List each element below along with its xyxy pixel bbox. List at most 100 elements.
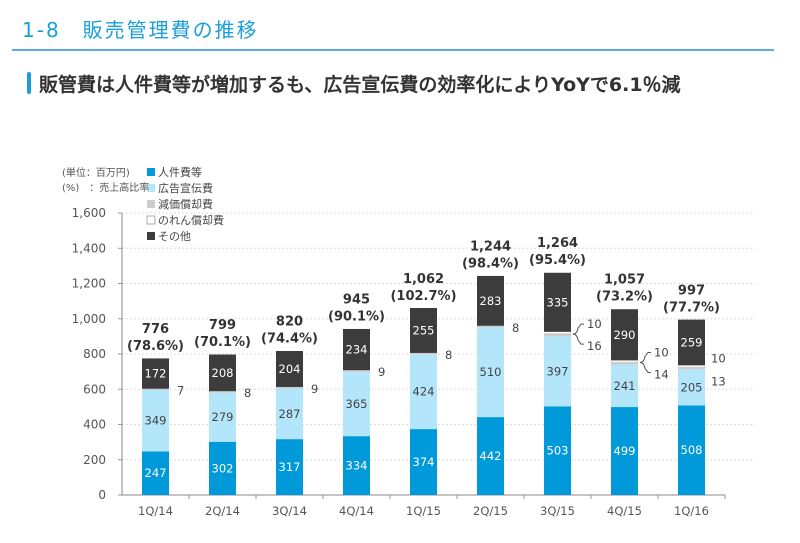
bar-segment [209,391,236,393]
total-label: 799 [209,318,236,333]
sales-ratio-label: (73.2%) [596,290,653,305]
depreciation-label: 13 [711,374,726,388]
depreciation-label: 14 [654,367,669,381]
y-tick-label: 800 [83,347,106,361]
bar-segment [477,325,504,328]
depreciation-label: 9 [311,382,318,396]
segment-label: 287 [279,407,301,421]
bar-segment [477,327,504,418]
bar-segment [343,371,370,437]
segment-label: 334 [346,459,368,473]
segment-label: 255 [413,323,435,337]
bar-segment [343,436,370,495]
bar-segment [611,362,638,365]
legend-swatch [147,200,155,208]
bars [142,272,706,495]
total-label: 820 [276,314,303,329]
bar-segment [276,351,303,387]
unit-note: (単位：百万円) [62,166,130,179]
bar-segment [611,364,638,408]
depreciation-label: 8 [244,386,251,400]
bar-segment [209,392,236,442]
bar-segment [677,365,706,368]
segment-label: 374 [413,455,435,469]
segment-label: 365 [346,397,368,411]
y-tick-label: 1,000 [72,312,106,326]
sales-ratio-label: (70.1%) [194,335,251,350]
bar-segment [142,388,169,390]
legend-swatch [147,168,155,176]
depreciation-label: 8 [445,348,452,362]
legend-swatch [147,232,155,240]
segment-label: 424 [413,385,435,399]
legend-label: 減価償却費 [158,197,213,211]
section-title: 1-8 販売管理費の推移 [22,18,259,42]
goodwill-label: 10 [711,351,726,365]
segment-label: 259 [681,335,703,349]
bar-segment [276,439,303,495]
title-divider [12,49,774,51]
segment-label: 208 [212,366,234,380]
total-label: 776 [142,322,169,337]
sales-ratio-label: (74.4%) [261,331,318,346]
depreciation-label: 8 [512,321,519,335]
total-label: 1,057 [604,273,645,288]
legend-label: 人件費等 [158,165,202,179]
leader-line [639,361,651,373]
bar-segment [477,417,504,495]
sales-ratio-label: (78.6%) [127,339,184,354]
bar-segment [410,352,437,355]
segment-label: 204 [279,362,301,376]
legend-label: その他 [158,230,191,243]
y-tick-label: 1,200 [72,277,106,291]
y-tick-label: 200 [83,453,106,467]
bar-segment [678,367,705,370]
segment-label: 442 [480,449,502,463]
sales-ratio-label: (102.7%) [390,289,456,304]
bar-segment [276,388,303,440]
total-label: 1,244 [470,240,511,255]
segment-label: 349 [145,414,167,428]
segment-label: 508 [681,443,703,457]
legend-label: 広告宣伝費 [158,181,213,195]
segment-label: 510 [480,365,502,379]
bar-segment [610,360,639,363]
segment-label: 302 [212,461,234,475]
x-tick-label: 2Q/15 [473,504,508,518]
segment-label: 317 [279,460,301,474]
bar-segment [410,307,437,353]
bar-segment [678,369,705,406]
legend-swatch [146,215,156,225]
bar-segment [343,328,370,371]
bar-segment [142,358,169,389]
legend-swatch [147,184,155,192]
headline-accent-bar [27,72,31,94]
x-tick-label: 4Q/15 [607,504,642,518]
x-tick-label: 4Q/14 [339,504,374,518]
bar-segment [678,405,705,495]
total-label: 1,264 [537,236,578,251]
bar-segment [410,429,437,495]
segment-label: 335 [547,295,569,309]
bar-segment [544,272,571,332]
x-tick-label: 1Q/16 [674,504,709,518]
bar-segment [611,407,638,495]
x-tick-label: 1Q/14 [138,504,173,518]
segment-label: 205 [681,380,703,394]
bar-segment [544,406,571,495]
segment-label: 397 [547,364,569,378]
x-tick-label: 3Q/14 [272,504,307,518]
segment-label: 290 [614,328,636,342]
depreciation-label: 16 [587,339,602,353]
bar-segment [209,354,236,392]
segment-label: 499 [614,444,636,458]
axes: 0 200 400 600 800 1,000 1,200 1,400 1,600 1Q/14 2Q… [72,206,726,518]
ratio-note: (%) ：売上高比率 [62,181,149,194]
y-tick-label: 1,600 [72,206,106,220]
bar-segment [276,386,303,389]
y-tick-label: 1,400 [72,241,106,255]
segment-label: 234 [346,343,368,357]
bar-segment [544,333,571,337]
